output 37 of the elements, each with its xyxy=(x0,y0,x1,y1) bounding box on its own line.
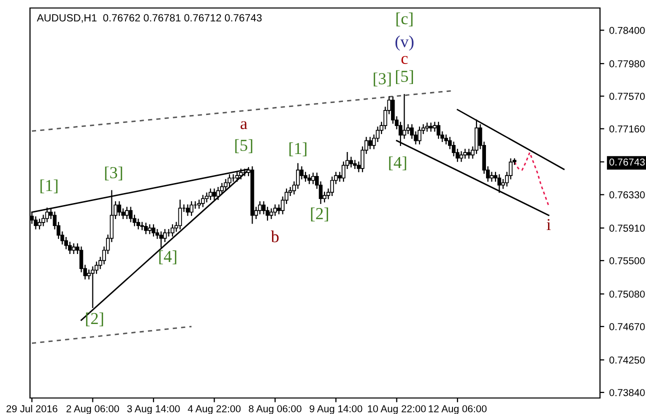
annotation: [2] xyxy=(311,208,328,222)
annotation: [4] xyxy=(389,156,406,170)
x-tick-label: 12 Aug 06:00 xyxy=(428,405,487,414)
x-tick-label: 3 Aug 14:00 xyxy=(127,405,180,414)
x-tick-label: 29 Jul 2016 xyxy=(6,404,58,412)
y-tick-label: 0.76330 xyxy=(609,191,645,198)
y-tick-label: 0.78400 xyxy=(609,26,645,34)
text: AUDUSD,H1 0.76762 0.76781 0.76712 0.76743 xyxy=(36,14,262,23)
annotation: (v) xyxy=(396,36,414,51)
annotation: [c] xyxy=(396,12,412,26)
y-tick-label: 0.75500 xyxy=(609,257,645,264)
x-tick-label: 4 Aug 22:00 xyxy=(188,405,241,414)
x-tick-label: 9 Aug 14:00 xyxy=(310,405,362,414)
annotation: [1] xyxy=(40,179,58,194)
annotation: [5] xyxy=(396,70,413,84)
y-tick-label: 0.75910 xyxy=(609,224,645,232)
y-tick-label: 0.73840 xyxy=(609,389,645,396)
y-tick-label: 0.74250 xyxy=(609,356,645,364)
annotation: [4] xyxy=(159,250,176,264)
annotation: [3] xyxy=(374,72,391,86)
y-tick-label: 0.74670 xyxy=(609,323,645,330)
annotation: [2] xyxy=(86,312,104,326)
annotation: c xyxy=(401,56,408,64)
annotation: [3] xyxy=(105,166,122,180)
x-tick-label: 8 Aug 06:00 xyxy=(248,405,302,414)
y-tick-label: 0.77160 xyxy=(609,125,645,132)
y-tick-label: 0.77980 xyxy=(609,60,645,68)
annotation: i xyxy=(546,218,551,230)
y-tick-label: 0.77570 xyxy=(609,92,645,100)
y-tick-label: 0.75080 xyxy=(609,290,645,298)
y-tick-label: 0.76743 xyxy=(609,158,645,166)
annotation: b xyxy=(270,230,279,242)
annotation: [5] xyxy=(235,139,252,154)
annotation: [1] xyxy=(289,142,306,156)
annotation: a xyxy=(240,121,248,130)
x-tick-label: 10 Aug 22:00 xyxy=(368,405,426,414)
x-tick-label: 2 Aug 06:00 xyxy=(66,405,120,414)
